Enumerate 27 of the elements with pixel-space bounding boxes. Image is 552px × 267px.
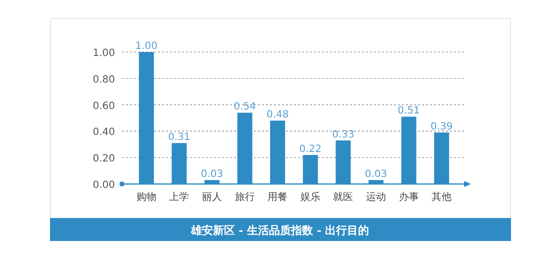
x-tick-label: 运动 bbox=[366, 191, 386, 203]
data-label: 0.03 bbox=[364, 169, 388, 180]
y-tick-label: 0.20 bbox=[92, 154, 115, 165]
data-label: 0.51 bbox=[398, 106, 420, 117]
y-tick-label: 0.00 bbox=[92, 180, 115, 191]
data-label: 0.33 bbox=[332, 129, 354, 140]
x-tick-label: 其他 bbox=[432, 191, 452, 203]
x-tick-label: 就医 bbox=[333, 191, 354, 203]
x-tick-label: 购物 bbox=[136, 192, 156, 203]
title-banner: 雄安新区 - 生活品质指数 - 出行目的 bbox=[50, 218, 511, 241]
x-tick-label: 用餐 bbox=[268, 191, 288, 203]
y-tick-label: 0.80 bbox=[92, 74, 115, 86]
x-tick-label: 丽人 bbox=[202, 192, 222, 203]
x-tick-label: 办事 bbox=[398, 191, 419, 203]
data-label: 0.03 bbox=[200, 169, 224, 180]
x-tick-label: 娱乐 bbox=[300, 191, 320, 203]
x-tick-label: 上学 bbox=[169, 191, 190, 203]
y-tick-label: 0.40 bbox=[92, 127, 115, 138]
data-label: 0.48 bbox=[266, 110, 289, 121]
y-tick-label: 1.00 bbox=[92, 48, 115, 59]
data-label: 0.39 bbox=[430, 122, 453, 133]
data-label: 0.31 bbox=[168, 132, 190, 144]
y-tick-label: 0.60 bbox=[92, 100, 115, 112]
x-tick-label: 旅行 bbox=[234, 191, 255, 203]
data-label: 1.00 bbox=[135, 41, 158, 52]
data-label: 0.22 bbox=[299, 144, 322, 155]
data-label: 0.54 bbox=[234, 102, 256, 113]
